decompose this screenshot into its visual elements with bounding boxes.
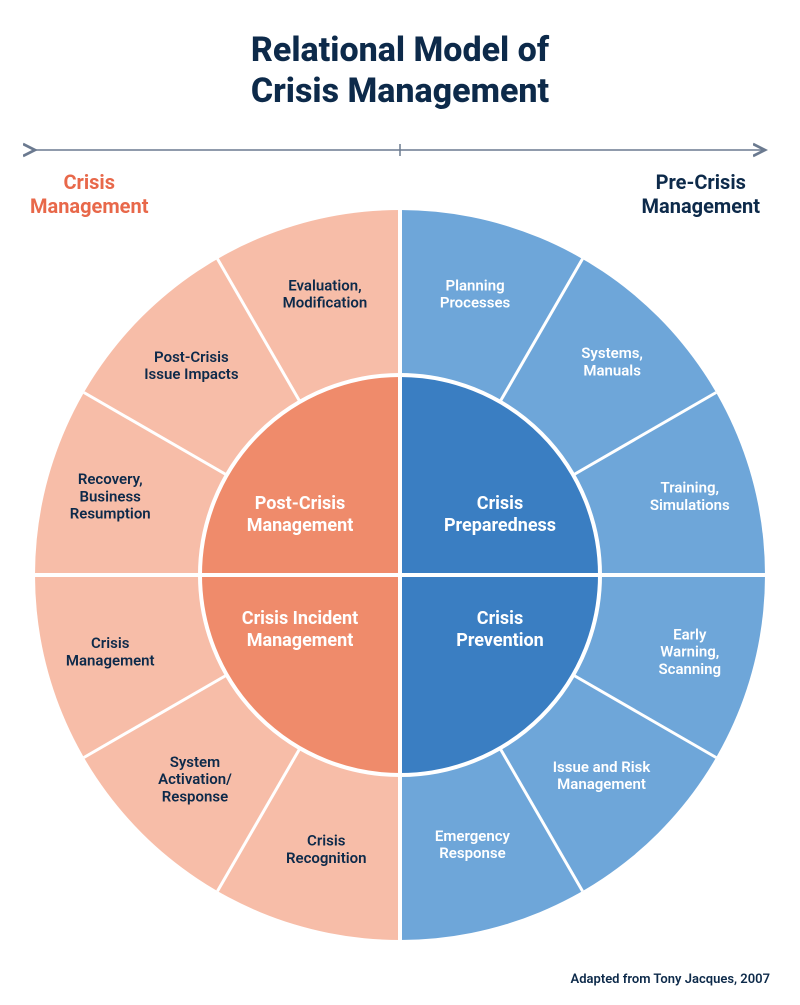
outer-segment-systems: Systems,Manuals	[581, 344, 643, 379]
outer-segment-evalmod: Evaluation,Modification	[283, 276, 368, 311]
outer-segment-postissue: Post-CrisisIssue Impacts	[144, 348, 239, 383]
outer-segment-planning: PlanningProcesses	[440, 276, 511, 311]
inner-quad-incident: Crisis IncidentManagement	[242, 608, 358, 651]
outer-segment-emergency: EmergencyResponse	[435, 827, 511, 862]
outer-segment-training: Training,Simulations	[650, 479, 730, 514]
outer-segment-issuerisk: Issue and RiskManagement	[553, 758, 652, 793]
diagram-root: { "title": "Relational Model of\nCrisis …	[0, 0, 800, 1005]
inner-quad-postcrisis: Post-CrisisManagement	[247, 493, 354, 536]
relational-model-svg: PlanningProcesses Systems,Manuals Training…	[0, 0, 800, 1005]
outer-segment-recovery: Recovery,BusinessResumption	[70, 470, 151, 523]
